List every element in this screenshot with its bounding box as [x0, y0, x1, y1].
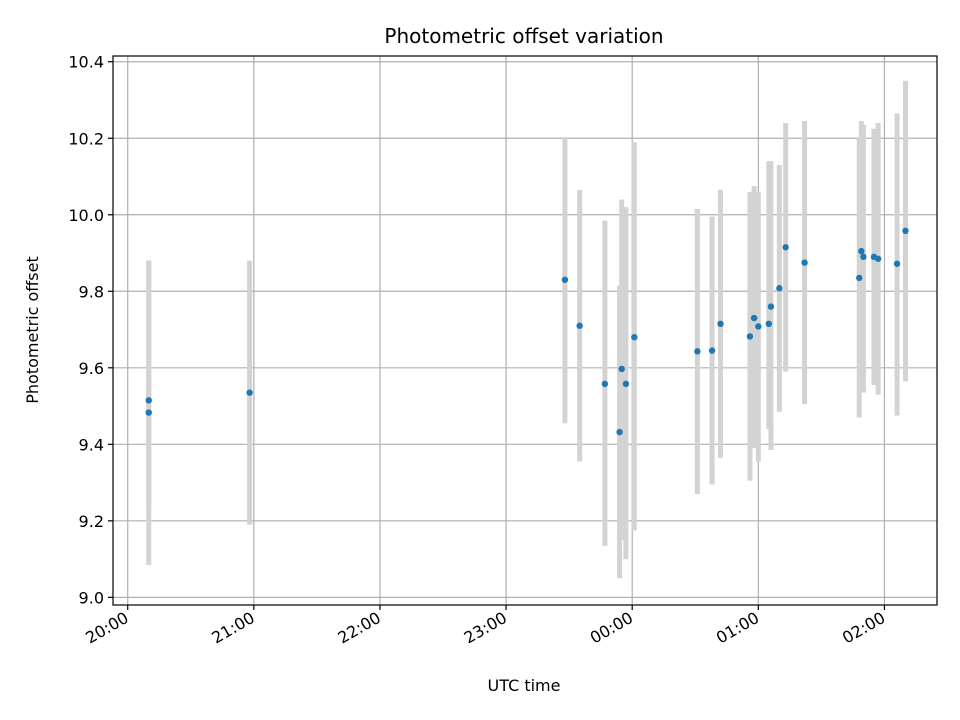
y-tick-label: 9.4 [79, 435, 104, 454]
data-point [750, 314, 758, 322]
y-axis-label: Photometric offset [23, 256, 42, 404]
data-point [717, 320, 724, 328]
chart-title: Photometric offset variation [384, 24, 663, 48]
data-point [616, 428, 623, 436]
data-point [618, 365, 625, 373]
data-point [601, 380, 609, 388]
data-point [622, 380, 630, 388]
x-axis-label: UTC time [488, 676, 561, 695]
data-point [708, 347, 716, 354]
data-point [858, 247, 865, 255]
data-point [874, 255, 882, 262]
data-point [860, 253, 867, 261]
data-point [561, 276, 569, 284]
data-point [246, 389, 253, 396]
data-point [893, 260, 901, 267]
data-point [765, 320, 773, 328]
data-point [801, 259, 808, 266]
data-points [145, 227, 909, 436]
data-point [782, 244, 789, 251]
y-tick-label: 10.4 [68, 53, 104, 72]
data-point [902, 227, 909, 235]
data-point [631, 333, 638, 341]
data-point [767, 303, 775, 310]
data-point [856, 274, 863, 282]
y-tick-label: 9.0 [79, 588, 104, 607]
data-point [694, 348, 701, 355]
y-tick-label: 9.8 [79, 282, 104, 301]
y-axis-ticks: 9.0 9.2 9.4 9.6 9.8 10.0 10.2 10.4 [68, 53, 113, 607]
y-tick-label: 9.6 [79, 359, 104, 378]
data-point [145, 397, 152, 404]
data-point [755, 323, 762, 330]
plot-frame [112, 55, 938, 606]
data-point [776, 285, 783, 292]
y-tick-label: 9.2 [79, 512, 104, 531]
data-point [576, 322, 583, 329]
data-point [746, 333, 754, 340]
data-point [145, 409, 152, 416]
y-tick-label: 10.0 [68, 206, 104, 225]
y-tick-label: 10.2 [68, 129, 104, 148]
